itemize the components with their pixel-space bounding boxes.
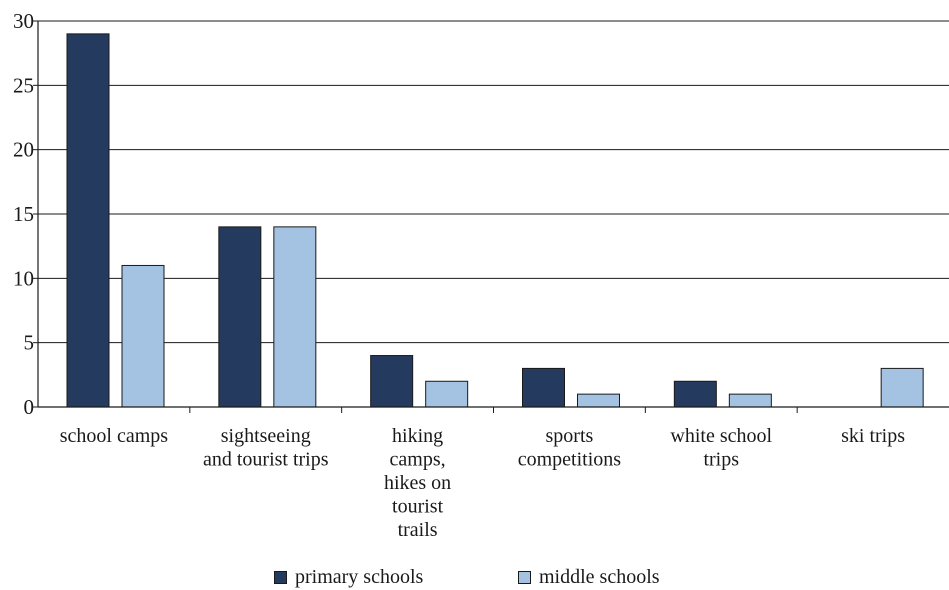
y-tick-label: 25 [13,73,34,97]
x-tick-label: and tourist trips [203,449,329,471]
y-tick-label: 5 [24,331,35,355]
y-tick-label: 30 [13,9,34,33]
x-tick-label: camps, [390,449,446,471]
bar-primary-schools-2 [370,355,414,408]
y-tick-labels: 0 5 10 15 20 25 30 [13,9,34,419]
bar-primary-schools-4 [673,380,717,408]
bars [66,33,924,408]
bar-middle-schools-0 [121,264,165,408]
x-tick-label: hiking [392,425,443,447]
bar-primary-schools-1 [218,226,262,408]
bar-primary-schools-0 [66,33,110,408]
legend-label-middle-schools: middle schools [539,566,660,588]
legend-swatch-primary-schools [274,571,287,584]
legend-item-middle-schools: middle schools [518,566,660,589]
y-tick-label: 15 [13,202,34,226]
axes [33,20,949,413]
gridlines [38,20,949,344]
x-tick-label: tourist [392,496,444,518]
bar-middle-schools-4 [728,393,772,408]
legend-item-primary-schools: primary schools [274,566,423,589]
y-tick-label: 10 [13,266,34,290]
x-tick-label: competitions [518,449,622,471]
bar-middle-schools-1 [273,226,317,408]
x-tick-label: trails [398,519,438,541]
x-tick-label: trips [703,449,739,471]
bar-middle-schools-2 [425,380,469,408]
y-tick-label: 0 [24,395,35,419]
x-tick-label: sports [546,425,594,447]
bar-middle-schools-3 [577,393,620,408]
x-tick-label: sightseeing [221,425,311,447]
y-tick-label: 20 [13,138,34,162]
x-tick-label: school camps [60,425,169,447]
bar-primary-schools-3 [522,367,565,408]
legend: primary schools middle schools [0,566,949,590]
x-tick-label: white school [670,425,772,447]
legend-label-primary-schools: primary schools [295,566,424,588]
x-tick-label: ski trips [841,425,905,447]
x-tick-label: hikes on [384,472,451,494]
legend-swatch-middle-schools [518,571,531,584]
bar-middle-schools-5 [880,367,924,408]
